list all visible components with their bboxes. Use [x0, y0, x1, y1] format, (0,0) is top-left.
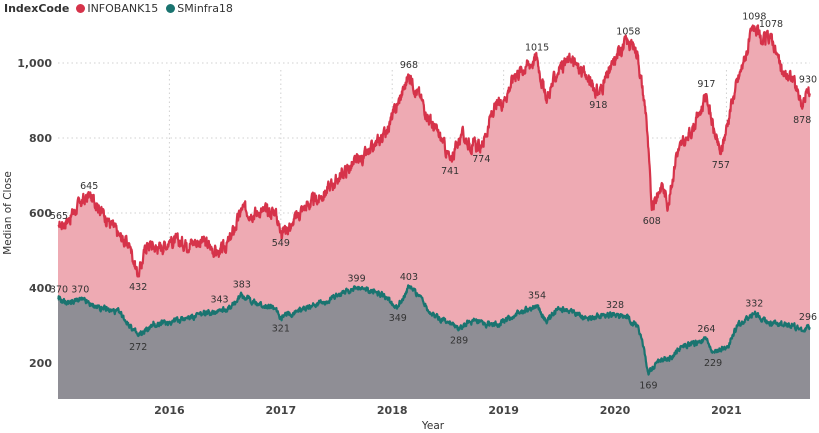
y-tick-label: 200 — [29, 357, 52, 370]
data-label: 757 — [712, 160, 730, 171]
line-sminfra18 — [57, 284, 811, 376]
line-infobank15 — [57, 24, 811, 278]
series-areas — [58, 25, 810, 400]
data-label: 399 — [348, 273, 366, 284]
data-label: 741 — [441, 166, 459, 177]
data-label: 1078 — [759, 19, 783, 30]
data-label: 565 — [50, 211, 68, 222]
data-label: 264 — [697, 324, 715, 335]
data-label: 878 — [793, 115, 811, 126]
legend-item-infobank15[interactable]: INFOBANK15 — [76, 2, 158, 15]
data-label: 169 — [639, 381, 657, 392]
legend-dot-infobank15 — [76, 4, 86, 13]
data-label: 354 — [528, 290, 546, 301]
y-tick-label: 400 — [29, 282, 52, 295]
x-tick-label: 2016 — [154, 404, 185, 417]
data-label: 370 — [50, 284, 68, 295]
x-tick-label: 2020 — [600, 404, 631, 417]
area-sminfra18 — [58, 285, 810, 399]
legend: IndexCode INFOBANK15 SMinfra18 — [4, 2, 237, 15]
legend-title: IndexCode — [4, 2, 70, 15]
data-label: 328 — [606, 300, 624, 311]
y-tick-label: 1,000 — [17, 57, 52, 70]
y-axis-ticks: 200 400 600 800 1,000 — [17, 57, 52, 370]
y-tick-label: 600 — [29, 207, 52, 220]
data-label: 332 — [745, 299, 763, 310]
data-label: 296 — [799, 312, 817, 323]
data-label: 272 — [129, 342, 147, 353]
legend-dot-sminfra18 — [166, 4, 176, 13]
x-tick-label: 2019 — [488, 404, 519, 417]
data-label: 930 — [799, 74, 817, 85]
data-label: 383 — [233, 279, 251, 290]
data-label: 608 — [643, 216, 661, 227]
data-label: 321 — [272, 324, 290, 335]
data-label: 343 — [210, 294, 228, 305]
y-tick-label: 800 — [29, 132, 52, 145]
x-tick-label: 2021 — [711, 404, 742, 417]
data-label: 289 — [450, 336, 468, 347]
data-label: 229 — [704, 358, 722, 369]
data-label: 917 — [697, 79, 715, 90]
legend-label-sminfra18: SMinfra18 — [177, 2, 233, 15]
legend-label-infobank15: INFOBANK15 — [87, 2, 159, 15]
x-axis-ticks: 2016 2017 2018 2019 2020 2021 — [154, 404, 742, 417]
data-label: 1015 — [525, 42, 549, 53]
x-tick-label: 2017 — [266, 404, 297, 417]
data-label: 918 — [589, 100, 607, 111]
series-lines — [57, 24, 811, 376]
y-axis-title: Median of Close — [2, 171, 14, 255]
data-label: 403 — [400, 272, 418, 283]
data-label: 549 — [272, 238, 290, 249]
data-label: 968 — [400, 60, 418, 71]
x-axis-title: Year — [421, 420, 445, 432]
legend-item-sminfra18[interactable]: SMinfra18 — [166, 2, 233, 15]
data-label: 645 — [80, 181, 98, 192]
data-label: 349 — [389, 313, 407, 324]
data-label: 1058 — [616, 26, 640, 37]
x-tick-label: 2018 — [377, 404, 408, 417]
data-label: 1098 — [742, 11, 766, 22]
data-labels: 565 645 432 549 968 741 774 1015 918 1058 608 917 75… — [50, 11, 817, 391]
data-label: 774 — [472, 154, 490, 165]
data-label: 432 — [129, 282, 147, 293]
data-label: 370 — [71, 284, 89, 295]
